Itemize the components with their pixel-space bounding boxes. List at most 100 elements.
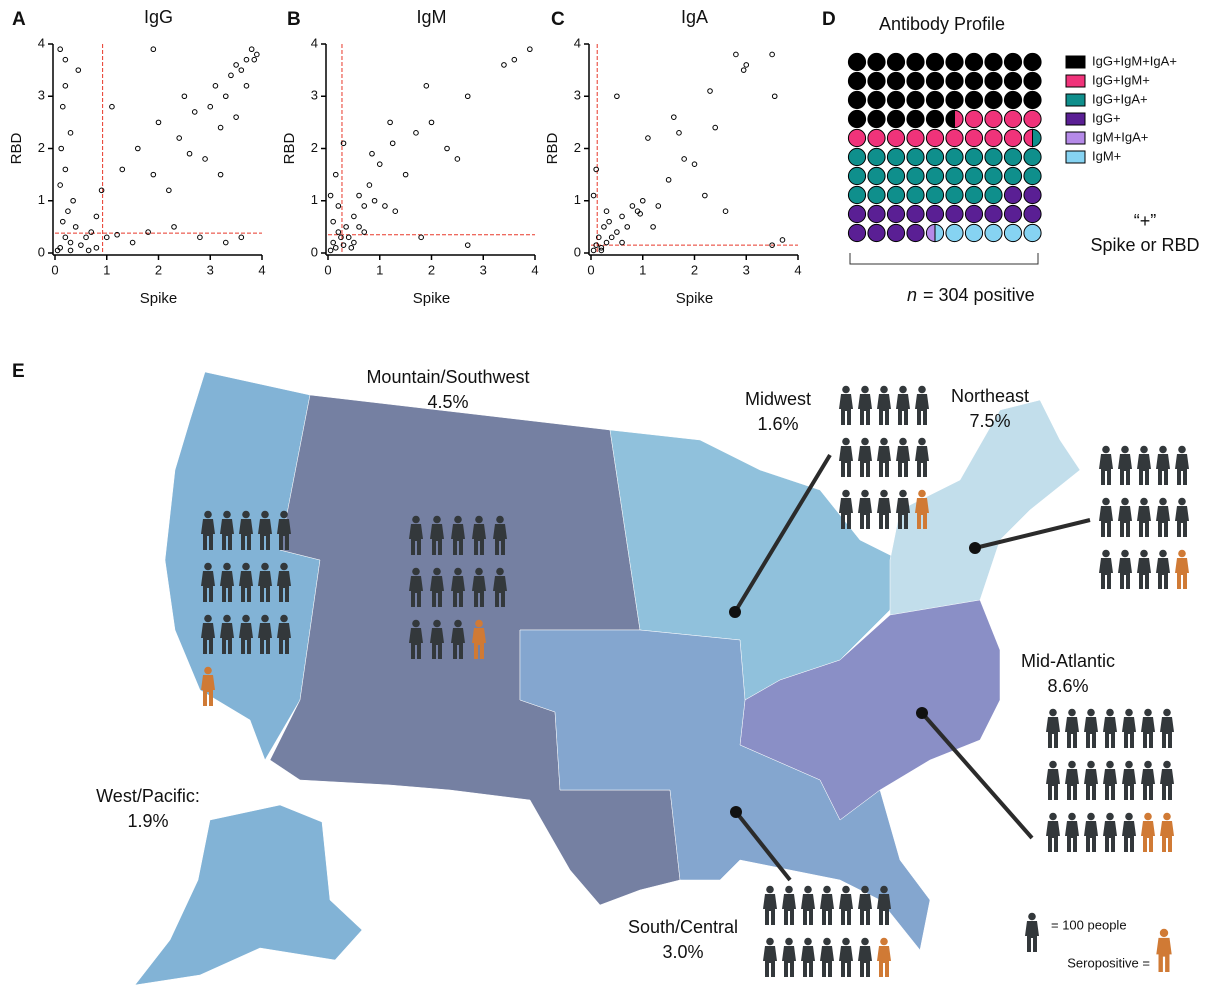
y-tick-label: 4 bbox=[311, 35, 318, 50]
scatter-point bbox=[390, 141, 395, 146]
scatter-point bbox=[377, 162, 382, 167]
scatter-point bbox=[151, 47, 156, 52]
waffle-dot bbox=[985, 53, 1002, 70]
y-tick-label: 2 bbox=[38, 140, 45, 155]
scatter-point bbox=[198, 235, 203, 240]
scatter-point bbox=[244, 57, 249, 62]
y-axis-label: RBD bbox=[8, 132, 25, 164]
region-value: 1.6% bbox=[757, 414, 798, 434]
legend-label: IgG+ bbox=[1092, 110, 1121, 125]
waffle-dot bbox=[985, 110, 1002, 127]
y-tick-label: 1 bbox=[574, 192, 581, 207]
waffle-dot bbox=[1004, 186, 1021, 203]
plot-title: IgA bbox=[681, 7, 708, 27]
person-icon bbox=[782, 886, 796, 925]
waffle-dot bbox=[1004, 148, 1021, 165]
person-icon bbox=[858, 938, 872, 977]
waffle-dot bbox=[985, 129, 1002, 146]
person-icon bbox=[1156, 446, 1170, 485]
scatter-point bbox=[502, 63, 507, 68]
scatter-point bbox=[713, 125, 718, 130]
y-tick-label: 2 bbox=[311, 140, 318, 155]
waffle-dot bbox=[926, 186, 943, 203]
map bbox=[135, 372, 1080, 985]
waffle-dot bbox=[907, 110, 924, 127]
waffle-dot bbox=[926, 129, 943, 146]
legend-label: IgG+IgA+ bbox=[1092, 91, 1148, 106]
scatter-point bbox=[79, 243, 84, 248]
waffle-dot bbox=[848, 72, 865, 89]
waffle-half bbox=[1033, 129, 1042, 146]
scatter-point bbox=[333, 172, 338, 177]
legend-swatch bbox=[1066, 151, 1085, 163]
scatter-point bbox=[68, 131, 73, 136]
panel-label: C bbox=[551, 9, 565, 30]
waffle-dot bbox=[1024, 167, 1041, 184]
x-tick-label: 1 bbox=[376, 262, 383, 277]
person-icon bbox=[1122, 761, 1136, 800]
scatter-point bbox=[703, 193, 708, 198]
scatter-point bbox=[255, 52, 260, 57]
scatter-point bbox=[187, 151, 192, 156]
waffle-dot bbox=[985, 167, 1002, 184]
person-icon bbox=[1141, 761, 1155, 800]
figure: A B C D E Antibody Profile n = 304 posit… bbox=[0, 0, 1223, 991]
legend-swatch bbox=[1066, 132, 1085, 144]
region-name: South/Central bbox=[628, 917, 738, 937]
waffle-dot bbox=[887, 224, 904, 241]
scatter-point bbox=[370, 151, 375, 156]
scatter-point bbox=[357, 193, 362, 198]
legend-label: IgM+ bbox=[1092, 148, 1121, 163]
waffle-dot bbox=[848, 167, 865, 184]
y-tick-label: 3 bbox=[38, 88, 45, 103]
scatter-point bbox=[146, 230, 151, 235]
scatter-point bbox=[528, 47, 533, 52]
x-tick-label: 2 bbox=[428, 262, 435, 277]
waffle-dot bbox=[1024, 148, 1041, 165]
scatter-point bbox=[352, 214, 357, 219]
scatter-point bbox=[192, 110, 197, 115]
waffle-dot bbox=[868, 148, 885, 165]
person-icon bbox=[915, 438, 929, 477]
scatter-point bbox=[362, 230, 367, 235]
x-tick-label: 4 bbox=[531, 262, 538, 277]
y-tick-label: 4 bbox=[574, 35, 581, 50]
person-icon bbox=[1084, 761, 1098, 800]
scatter-point bbox=[94, 214, 99, 219]
person-icon bbox=[1118, 498, 1132, 537]
leader-dot bbox=[730, 806, 742, 818]
scatter-point bbox=[156, 120, 161, 125]
region-value: 1.9% bbox=[127, 811, 168, 831]
scatter-point bbox=[63, 84, 68, 89]
scatter-point bbox=[213, 84, 218, 89]
region-value: 8.6% bbox=[1047, 676, 1088, 696]
x-tick-label: 0 bbox=[51, 262, 58, 277]
scatter-point bbox=[86, 248, 91, 253]
scatter-point bbox=[403, 172, 408, 177]
waffle-dot bbox=[965, 167, 982, 184]
y-tick-label: 3 bbox=[311, 88, 318, 103]
waffle-dot bbox=[926, 53, 943, 70]
waffle-dot bbox=[926, 205, 943, 222]
waffle-dot bbox=[946, 205, 963, 222]
x-tick-label: 3 bbox=[743, 262, 750, 277]
region-name: Mid-Atlantic bbox=[1021, 651, 1115, 671]
waffle-half bbox=[946, 110, 955, 127]
person-icon bbox=[763, 886, 777, 925]
legend-swatch bbox=[1066, 75, 1085, 87]
y-tick-label: 0 bbox=[574, 244, 581, 259]
panel-label: E bbox=[12, 361, 25, 382]
x-tick-label: 2 bbox=[155, 262, 162, 277]
leader-dot bbox=[916, 707, 928, 719]
region-value: 7.5% bbox=[969, 411, 1010, 431]
person-icon bbox=[1103, 813, 1117, 852]
person-icon bbox=[1046, 761, 1060, 800]
seropositive-icon bbox=[1175, 550, 1189, 589]
region-value: 4.5% bbox=[427, 392, 468, 412]
person-icon bbox=[820, 938, 834, 977]
waffle-dot bbox=[868, 72, 885, 89]
waffle-dot bbox=[985, 91, 1002, 108]
legend-seropositive: Seropositive = bbox=[1067, 955, 1150, 970]
scatter-point bbox=[60, 219, 65, 224]
waffle-dot bbox=[848, 110, 865, 127]
